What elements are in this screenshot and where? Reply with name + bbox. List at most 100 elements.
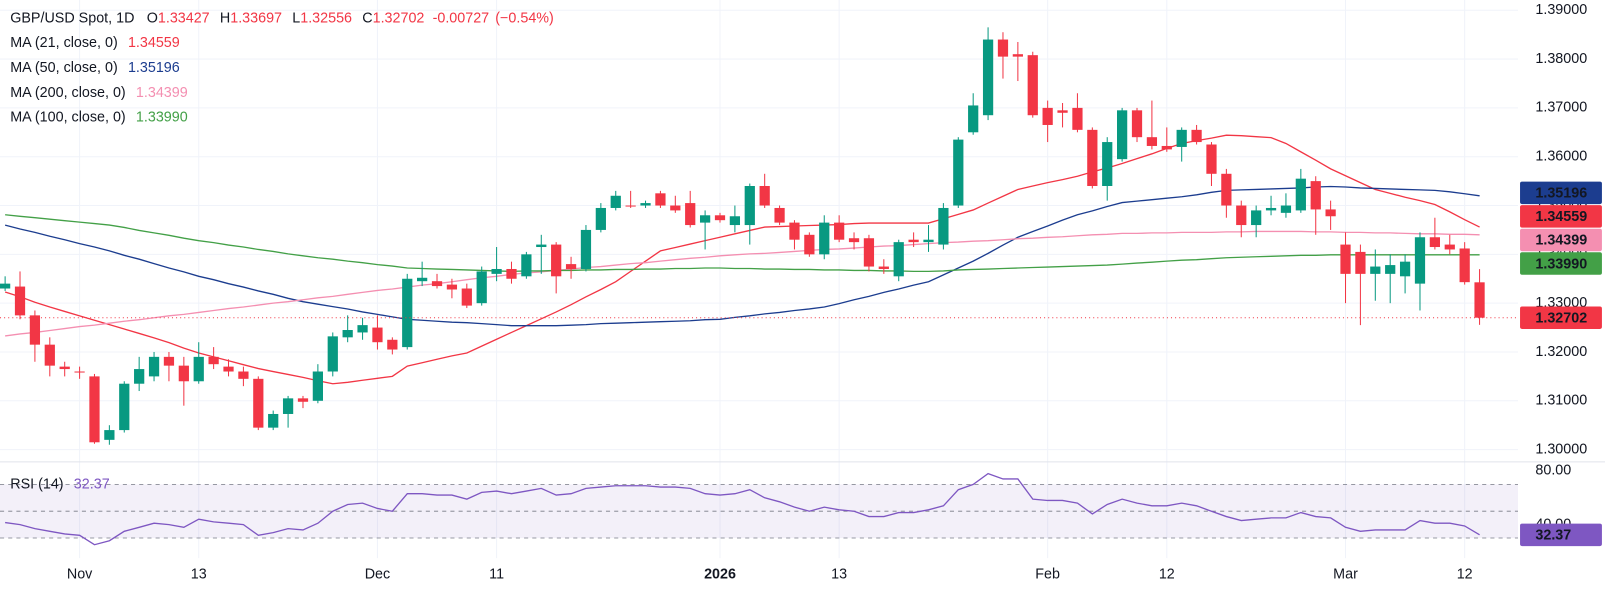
ma-value: 1.35196 [128,60,180,76]
candle-body [699,215,711,223]
candle-body [1370,266,1381,274]
candle-body [104,430,115,440]
candle-body [789,222,800,240]
candle-body [357,325,368,333]
x-tick-label: 13 [831,566,847,582]
change: -0.00727 [433,10,490,26]
ma-legend: MA (100, close, 0) 1.33990 [10,109,188,125]
candle-body [282,398,294,414]
candle-body [1027,55,1038,116]
candle-body [134,369,145,384]
candle-body [1146,137,1158,146]
x-tick-label: 11 [489,566,504,582]
ohlc-prefix: O [147,10,158,26]
ma-name: MA (100, close, 0) [10,109,125,125]
ma-name: MA (50, close, 0) [10,60,117,76]
y-tick-label: 1.31000 [1535,393,1587,409]
candle-body [402,278,413,348]
price-tag-bg [1520,252,1602,275]
candle-body [670,205,681,211]
candle-body [223,366,234,372]
candle-body [1206,144,1217,174]
price-tag-bg [1520,181,1602,205]
candle-body [1280,205,1292,213]
ohlc-value: 1.32556 [300,10,352,26]
candle-body [74,371,85,373]
rsi-value: 32.37 [74,476,110,492]
price-tag: 1.32702 [1535,311,1587,327]
candle-body [208,356,219,365]
candle-body [476,271,487,304]
candle-body [1072,107,1083,130]
candle-body [521,254,532,277]
candle-body [372,327,383,343]
candle-body [238,371,249,379]
ohlc-prefix: H [220,10,230,26]
rsi-tag: 32.37 [1535,528,1571,544]
chart-title: GBP/USD Spot, 1D [10,10,134,26]
candle-body [253,378,264,428]
price-tag: 1.35196 [1535,186,1587,202]
candle-body [44,344,55,366]
candle-body [119,383,130,431]
y-tick-label: 1.38000 [1535,51,1587,67]
candle-body [1221,173,1232,206]
candle-body [729,216,741,226]
ohlc-prefix: C [362,10,372,26]
price-tag: 1.34559 [1535,209,1587,225]
candle-body [655,193,666,206]
x-tick-label: Dec [365,566,390,582]
x-tick-label: 12 [1457,566,1473,582]
candle-body [148,356,160,377]
candle-body [1325,209,1336,217]
candle-body [1251,210,1262,226]
candle-body [536,244,547,248]
candle-body [1161,145,1172,150]
candle-body [1459,248,1470,283]
candle-body [848,238,860,243]
candle-body [863,238,875,267]
candle-body [878,266,889,269]
candle-body [163,356,175,366]
candle-body [685,203,696,226]
ma-legend: MA (200, close, 0) 1.34399 [10,85,188,101]
candle-body [953,139,964,206]
rsi-tag-bg [1520,523,1602,547]
candle-body [714,215,726,221]
x-tick-label: 12 [1159,566,1175,582]
candle-body [268,413,279,428]
candle-body [178,365,189,382]
candle-body [774,207,785,223]
candle-body [297,398,309,402]
candle-body [580,229,592,269]
ma-value: 1.34399 [136,85,188,101]
ma-line [5,214,1480,273]
candle-body [1102,142,1113,186]
candle-body [342,330,353,338]
candle-body [193,356,204,382]
rsi-line [5,472,1480,546]
candle-body [834,222,845,240]
candle-body [1444,244,1455,250]
candle-body [610,195,621,208]
candle-body [595,207,606,230]
candle-body [1399,261,1411,277]
y-tick-label: 1.30000 [1535,441,1587,457]
candle-body [491,268,502,274]
candle-body [446,284,458,290]
candle-body [551,244,562,277]
candle-body [1310,181,1321,210]
candle-body [1117,110,1128,160]
y-tick-label: 1.36000 [1535,148,1587,164]
candle-body [997,39,1009,57]
rsi-band [0,484,1518,539]
ma-name: MA (21, close, 0) [10,35,117,51]
candle-body [1355,251,1366,274]
candle-body [923,239,934,243]
ma-line [5,230,1480,337]
x-tick-label: 13 [191,566,207,582]
candle-body [461,288,472,306]
candle-body [1131,110,1143,138]
x-tick-label: Nov [67,566,93,582]
